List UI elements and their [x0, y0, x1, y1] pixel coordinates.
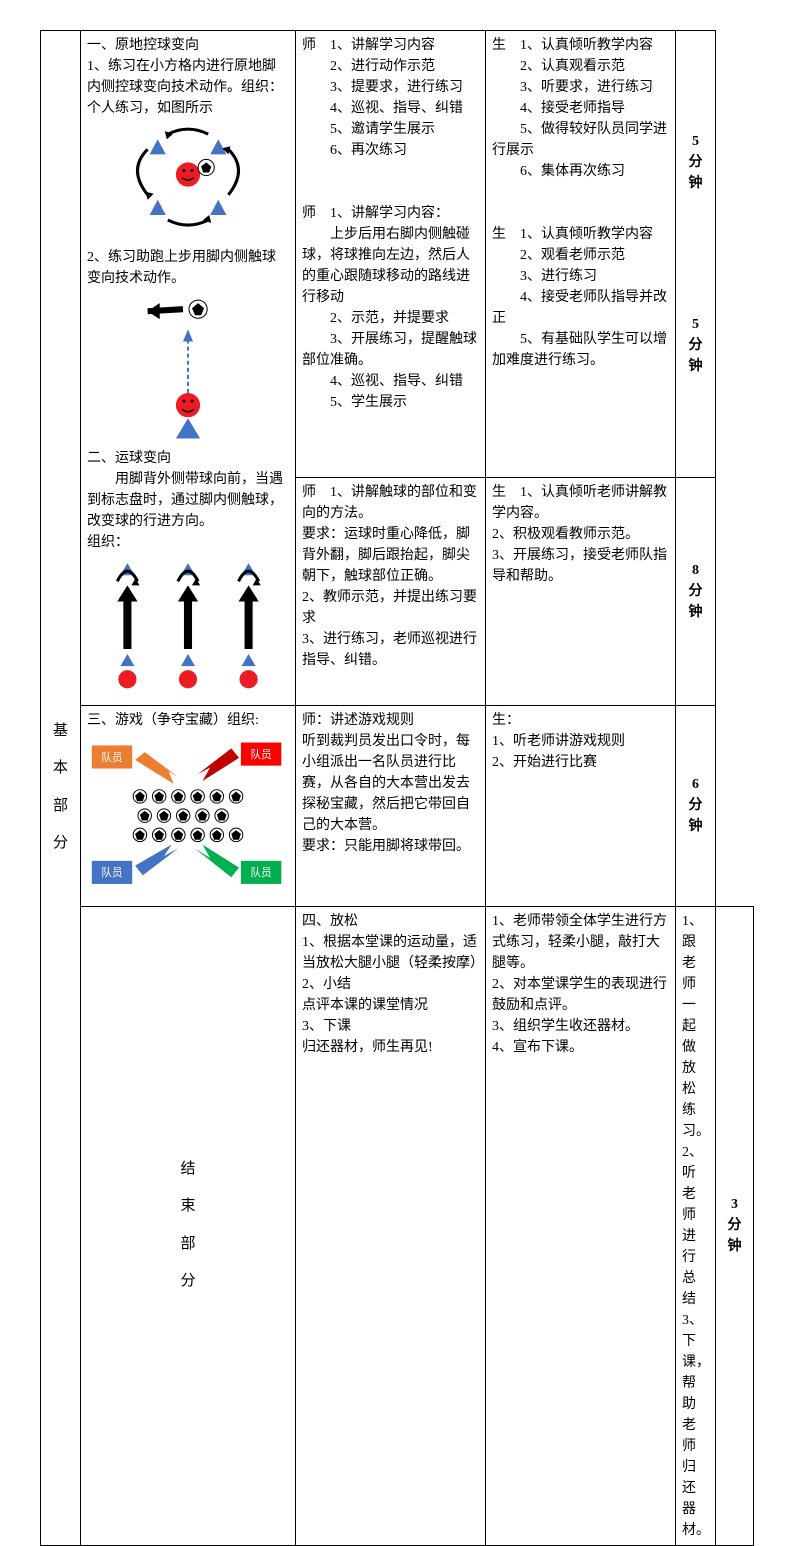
r3-teacher: 师 1、讲解触球的部位和变向的方法。 要求：运球时重心降低，脚背外翻，脚后跟抬起… — [296, 477, 486, 706]
game-time: 6分钟 — [676, 706, 716, 907]
r1-c2: 2、练习助跑上步用脚内侧触球变向技术动作。 — [87, 247, 289, 289]
r1-student: 生 1、认真倾听教学内容 2、认真观看示范 3、听要求，进行练习 4、接受老师指… — [486, 31, 676, 478]
r1-c1: 1、练习在小方格内进行原地脚内侧控球变向技术动作。组织：个人练习，如图所示 — [87, 56, 289, 119]
game-student: 生： 1、听老师讲游戏规则 2、开始进行比赛 — [486, 706, 676, 907]
lesson-plan-page: 基本部分 一、原地控球变向 1、练习在小方格内进行原地脚内侧控球变向技术动作。组… — [0, 0, 794, 1122]
r1-time: 5分钟 5分钟 — [676, 31, 716, 478]
game-title: 三、游戏（争夺宝藏）组织: — [87, 710, 289, 731]
end-student: 1、跟老师一起做放松练习。 2、听老师进行总结 3、下课，帮助老师归还器材。 — [676, 906, 716, 1545]
svg-text:队员: 队员 — [101, 751, 122, 764]
r1-title: 一、原地控球变向 — [87, 35, 289, 56]
svg-text:队员: 队员 — [251, 748, 272, 761]
r2-org: 组织： — [87, 532, 289, 553]
r1-content: 一、原地控球变向 1、练习在小方格内进行原地脚内侧控球变向技术动作。组织：个人练… — [81, 31, 296, 706]
r3-student: 生 1、认真倾听老师讲解教学内容。 2、积极观看教师示范。 3、开展练习，接受老… — [486, 477, 676, 706]
r2-title: 二、运球变向 — [87, 448, 289, 469]
r3-time: 8分钟 — [676, 477, 716, 706]
section-basic: 基本部分 — [41, 31, 81, 1546]
lesson-table: 基本部分 一、原地控球变向 1、练习在小方格内进行原地脚内侧控球变向技术动作。组… — [40, 30, 754, 1546]
game-content: 三、游戏（争夺宝藏）组织: 队员 队员 队员 队员 — [81, 706, 296, 907]
end-content: 四、放松 1、根据本堂课的运动量，适当放松大腿小腿（轻柔按摩） 2、小结 点评本… — [296, 906, 486, 1545]
r2-body: 用脚背外侧带球向前，当遇到标志盘时，通过脚内侧触球，改变球的行进方向。 — [87, 469, 289, 532]
diagram-3 — [87, 553, 289, 694]
section-end: 结束部分 — [81, 906, 296, 1545]
end-time: 3分钟 — [716, 906, 754, 1545]
diagram-1 — [87, 119, 289, 240]
end-teacher: 1、老师带领全体学生进行方式练习，轻柔小腿，敲打大腿等。 2、对本堂课学生的表现… — [486, 906, 676, 1545]
svg-text:队员: 队员 — [251, 866, 272, 879]
diagram-2 — [87, 289, 289, 441]
svg-text:队员: 队员 — [101, 866, 122, 879]
r1-teacher: 师 1、讲解学习内容 2、进行动作示范 3、提要求，进行练习 4、巡视、指导、纠… — [296, 31, 486, 478]
game-teacher: 师：讲述游戏规则 听到裁判员发出口令时，每小组派出一名队员进行比赛，从各自的大本… — [296, 706, 486, 907]
diagram-game: 队员 队员 队员 队员 — [87, 731, 289, 895]
